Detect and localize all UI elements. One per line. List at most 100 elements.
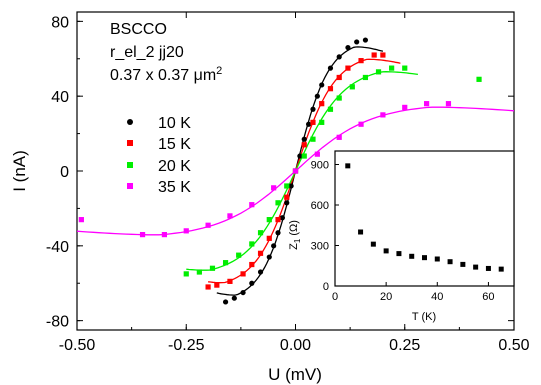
data-point-15k — [358, 58, 364, 64]
main-x-tick-label: 0.25 — [389, 337, 420, 354]
data-point-35k — [445, 101, 452, 107]
data-point-15k — [301, 142, 307, 148]
legend-marker-20k — [127, 162, 133, 168]
legend-label-10k: 10 K — [158, 115, 191, 132]
data-point-20k — [301, 153, 307, 159]
data-point-35k — [424, 101, 430, 107]
data-point-20k — [402, 65, 408, 71]
inset-x-axis-label: T (K) — [412, 311, 436, 323]
data-point-15k — [257, 250, 264, 256]
data-point-15k — [327, 86, 334, 92]
data-point-15k — [284, 194, 290, 200]
main-y-tick-label: 80 — [51, 14, 69, 31]
sample-name-annotation: BSCCO — [110, 21, 167, 38]
data-point-10k — [231, 295, 237, 301]
main-x-tick-label: -0.50 — [59, 337, 96, 354]
data-point-20k — [375, 69, 382, 75]
data-point-20k — [336, 95, 342, 101]
main-data-points — [78, 37, 482, 305]
main-x-axis-label: U (mV) — [268, 365, 322, 384]
junction-size-annotation: 0.37 x 0.37 μm2 — [110, 65, 222, 84]
data-point-10k — [249, 280, 255, 286]
inset-data-point — [370, 241, 376, 247]
data-point-15k — [310, 119, 316, 125]
data-point-15k — [319, 101, 325, 107]
inset-data-point — [396, 251, 402, 257]
inset-data-point — [498, 266, 504, 272]
data-point-20k — [275, 200, 281, 206]
data-point-10k — [336, 54, 342, 60]
inset-y-tick-label: 0 — [323, 281, 329, 293]
data-point-20k — [319, 119, 325, 125]
data-point-10k — [284, 200, 290, 206]
data-point-15k — [371, 52, 377, 58]
legend-marker-35k — [127, 183, 133, 189]
data-point-20k — [183, 271, 189, 277]
data-point-10k — [288, 183, 294, 189]
inset-y-tick-label: 600 — [311, 200, 329, 212]
legend-label-20k: 20 K — [158, 158, 191, 175]
data-point-10k — [240, 289, 246, 296]
data-point-10k — [279, 215, 285, 221]
data-point-15k — [266, 235, 272, 241]
data-point-20k — [196, 269, 202, 275]
data-point-35k — [358, 121, 364, 127]
data-point-10k — [362, 37, 369, 43]
data-point-35k — [249, 202, 255, 208]
inset-x-tick-label: 60 — [482, 291, 494, 303]
data-point-20k — [349, 84, 355, 90]
main-y-tick-label: -40 — [46, 239, 69, 256]
data-point-35k — [183, 228, 189, 234]
main-y-tick-label: 40 — [51, 89, 69, 106]
junction-id-annotation: r_el_2 jj20 — [110, 44, 184, 61]
legend: 10 K 15 K 20 K 35 K — [127, 115, 191, 196]
legend-marker-15k — [127, 140, 133, 146]
inset-data-point — [422, 255, 427, 261]
data-point-20k — [327, 106, 334, 112]
data-point-15k — [249, 261, 255, 268]
inset-y-axis-label: Z1 (Ω) — [288, 220, 302, 250]
data-point-10k — [306, 121, 312, 127]
data-point-35k — [271, 185, 277, 191]
data-point-15k — [336, 74, 342, 81]
data-point-20k — [222, 260, 229, 266]
main-x-tick-label: 0.00 — [280, 337, 311, 354]
data-point-20k — [362, 74, 369, 81]
data-point-10k — [319, 82, 325, 88]
inset-data-points — [345, 163, 504, 272]
data-point-10k — [354, 39, 360, 45]
data-point-15k — [240, 271, 246, 277]
data-point-35k — [336, 134, 342, 140]
data-point-35k — [227, 213, 233, 219]
data-point-15k — [345, 65, 351, 71]
inset-y-tick-label: 300 — [311, 241, 329, 253]
data-point-20k — [236, 252, 242, 258]
data-point-35k — [205, 222, 211, 228]
main-x-tick-label: 0.50 — [498, 337, 529, 354]
data-point-20k — [257, 230, 264, 236]
data-point-20k — [310, 136, 316, 142]
data-point-15k — [275, 217, 281, 223]
inset-data-point — [345, 163, 351, 169]
data-point-10k — [297, 153, 303, 159]
main-axis-ticks: -0.50 -0.25 0.00 0.25 0.50 -80 -40 0 40 80 — [46, 12, 530, 354]
data-point-10k — [345, 44, 351, 51]
data-point-15k — [227, 278, 233, 284]
data-point-35k — [314, 151, 320, 157]
inset-x-tick-label: 20 — [380, 291, 392, 303]
data-point-35k — [402, 104, 408, 110]
data-point-20k — [249, 241, 255, 247]
data-point-10k — [301, 136, 307, 142]
inset-data-point — [473, 264, 479, 270]
inset-y-tick-label: 900 — [311, 160, 329, 172]
inset-data-point — [460, 261, 466, 267]
legend-label-35k: 35 K — [158, 179, 191, 196]
inset-data-point — [409, 253, 415, 259]
inset-data-point — [358, 229, 364, 235]
inset-data-point — [434, 256, 440, 262]
data-point-10k — [310, 106, 316, 112]
data-point-10k — [222, 299, 229, 305]
data-point-20k — [209, 265, 216, 271]
